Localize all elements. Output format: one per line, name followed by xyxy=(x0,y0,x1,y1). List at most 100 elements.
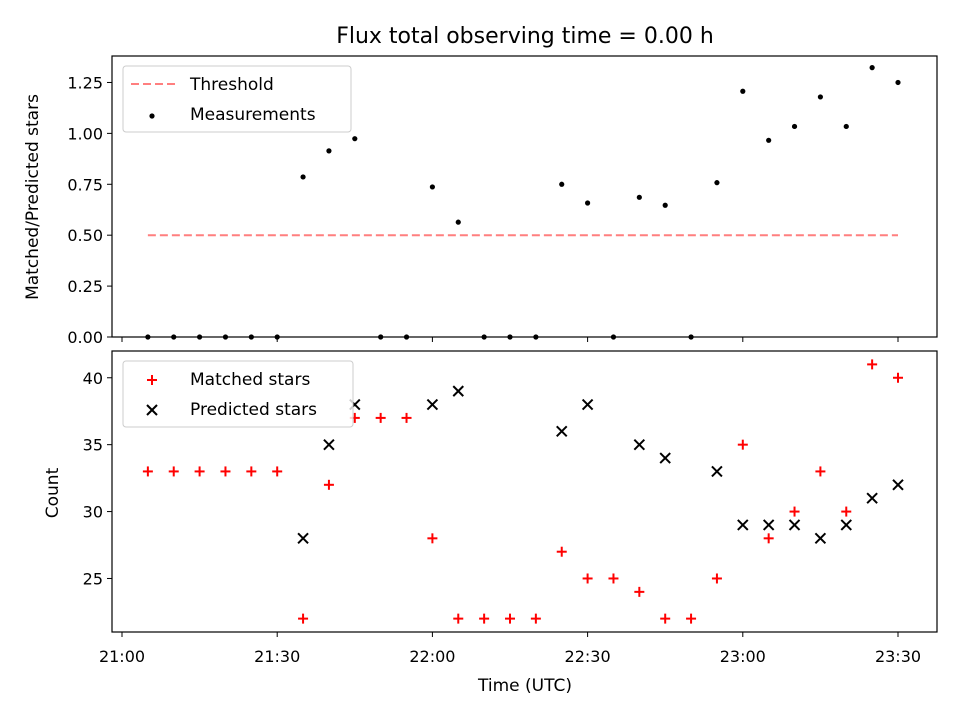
x-stroke-b xyxy=(737,519,749,531)
legend-matched-stars-label: Matched stars xyxy=(190,370,310,390)
bottom-x-tick-label: 23:00 xyxy=(720,647,766,666)
predicted-stars-point xyxy=(737,519,749,531)
matched-stars-point xyxy=(867,359,878,370)
measurement-point xyxy=(636,194,642,200)
x-stroke-b xyxy=(788,519,801,531)
bottom-y-tick-label: 35 xyxy=(83,436,103,455)
predicted-stars-point xyxy=(762,519,775,531)
bottom-x-tick-label: 21:00 xyxy=(99,647,145,666)
bottom-y-tick-label: 40 xyxy=(83,369,103,388)
legend-predicted-stars-label: Predicted stars xyxy=(190,400,317,420)
top-chart-title: Flux total observing time = 0.00 h xyxy=(336,24,714,49)
matched-stars-point xyxy=(711,573,722,584)
top-y-tick-label: 0.75 xyxy=(67,175,103,194)
x-stroke-b xyxy=(659,452,671,464)
predicted-stars-point xyxy=(452,385,464,397)
bottom-y-tick-label: 25 xyxy=(83,569,103,588)
legend-measurement-dot-icon xyxy=(149,113,155,119)
bottom-x-tick-label: 22:00 xyxy=(409,647,455,666)
measurement-point xyxy=(662,202,668,208)
predicted-stars-point xyxy=(711,465,723,478)
predicted-stars-point xyxy=(840,519,852,531)
measurement-point xyxy=(766,137,772,143)
measurement-point xyxy=(869,65,875,71)
measurement-point xyxy=(352,136,358,142)
x-stroke-b xyxy=(840,519,852,531)
matched-stars-point xyxy=(246,466,257,477)
bottom-y-axis-label: Count xyxy=(43,467,63,518)
measurement-point xyxy=(429,184,435,190)
legend-measurements-label: Measurements xyxy=(190,105,316,125)
matched-stars-point xyxy=(893,372,903,383)
bottom-x-tick-label: 23:30 xyxy=(875,647,921,666)
matched-stars-point xyxy=(582,573,593,584)
predicted-stars-point xyxy=(866,492,878,504)
matched-stars-point xyxy=(479,613,490,624)
measurement-point xyxy=(326,148,332,154)
legend-x-marker-icon xyxy=(146,404,158,416)
legend-threshold-label: Threshold xyxy=(189,75,274,95)
predicted-stars-point xyxy=(633,438,646,451)
predicted-stars-point xyxy=(323,438,335,451)
top-y-tick-label: 1.00 xyxy=(67,124,103,143)
matched-stars-point xyxy=(737,439,748,450)
predicted-stars-point xyxy=(814,532,827,545)
matched-stars-point xyxy=(272,466,283,477)
measurement-point xyxy=(455,219,461,225)
matched-stars-point xyxy=(220,466,231,477)
predicted-stars-point xyxy=(581,398,594,411)
matched-stars-point xyxy=(194,466,205,477)
top-y-axis-label: Matched/Predicted stars xyxy=(23,94,43,300)
matched-stars-point xyxy=(375,412,386,423)
matched-stars-point xyxy=(789,506,800,517)
bottom-x-tick-label: 22:30 xyxy=(565,647,611,666)
bottom-axes-frame xyxy=(111,350,938,633)
matched-stars-point xyxy=(686,613,697,624)
matched-stars-point xyxy=(323,479,334,490)
predicted-stars-point xyxy=(892,479,904,491)
predicted-stars-point xyxy=(297,532,309,545)
predicted-stars-point xyxy=(659,452,671,464)
x-stroke-b xyxy=(426,398,439,411)
matched-stars-point xyxy=(660,613,671,624)
top-axes-frame xyxy=(111,55,938,338)
top-legend: Threshold Measurements xyxy=(122,65,352,133)
bottom-legend-box xyxy=(122,360,354,428)
x-stroke-b xyxy=(866,492,878,504)
top-y-tick-label: 0.00 xyxy=(67,328,103,347)
matched-stars-point xyxy=(556,546,567,557)
measurement-point xyxy=(585,200,591,206)
matched-stars-point xyxy=(142,466,153,477)
top-y-tick-label: 1.25 xyxy=(67,73,103,92)
measurement-point xyxy=(714,180,720,186)
matched-stars-point xyxy=(841,506,852,517)
x-stroke-b xyxy=(892,479,904,491)
legend-plus-marker-icon xyxy=(147,375,157,385)
measurement-point xyxy=(895,79,901,86)
measurement-point xyxy=(559,181,565,187)
matched-stars-point xyxy=(530,613,541,624)
top-y-tick-label: 0.50 xyxy=(67,226,103,245)
bottom-legend: Matched stars Predicted stars xyxy=(122,360,354,428)
x-stroke-b xyxy=(452,385,464,397)
matched-stars-point xyxy=(168,466,179,477)
x-stroke-b xyxy=(711,465,723,478)
measurement-point xyxy=(740,88,746,94)
x-stroke-b xyxy=(297,532,309,545)
predicted-stars-point xyxy=(426,398,439,411)
x-stroke-b xyxy=(633,438,646,451)
bottom-y-tick-label: 30 xyxy=(83,503,103,522)
measurement-point xyxy=(817,94,824,100)
bottom-x-tick-label: 21:30 xyxy=(254,647,300,666)
matched-stars-point xyxy=(453,613,464,624)
matched-stars-point xyxy=(634,586,645,597)
x-stroke-b xyxy=(556,425,568,437)
x-stroke-b xyxy=(762,519,775,531)
measurement-point xyxy=(300,174,306,180)
matched-stars-point xyxy=(815,466,826,477)
x-stroke-b xyxy=(581,398,594,411)
top-panel: 0.00 0.25 0.50 0.75 1.00 1.25 xyxy=(67,55,938,347)
bottom-x-axis-label: Time (UTC) xyxy=(477,676,572,696)
predicted-stars-point xyxy=(556,425,568,437)
